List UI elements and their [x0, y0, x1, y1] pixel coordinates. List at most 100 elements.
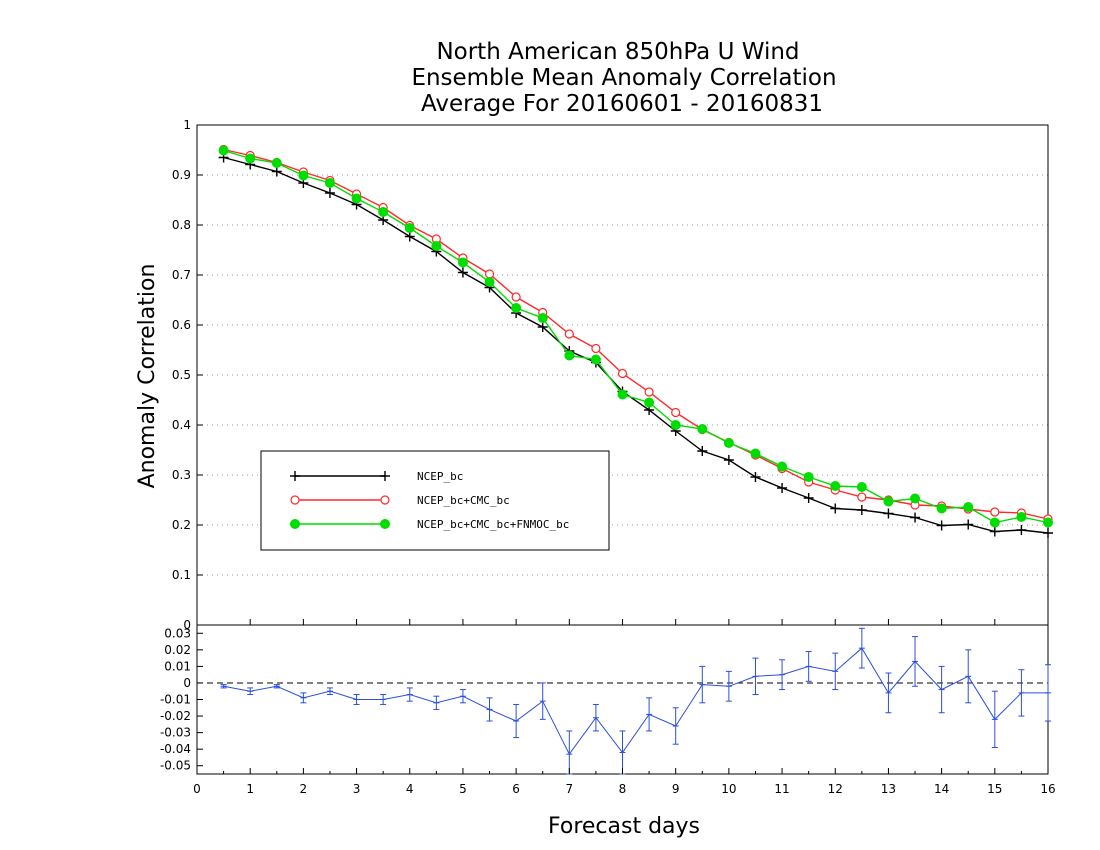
legend-marker [380, 519, 390, 529]
main-y-tick-label: 0.3 [172, 468, 191, 482]
data-point [697, 446, 708, 456]
error-bar [592, 703, 599, 732]
error-bar [1018, 669, 1025, 717]
error-bar [672, 707, 679, 745]
error-bar [779, 659, 786, 691]
data-point [1016, 512, 1027, 522]
data-point [564, 350, 575, 361]
data-point [723, 438, 734, 448]
data-point [457, 257, 468, 268]
data-point [857, 492, 867, 502]
x-axis: 0 1 2 3 4 5 6 7 8 9 10 11 12 13 14 15 16 [193, 619, 1056, 796]
error-bar [539, 682, 546, 720]
x-tick-label: 13 [881, 782, 896, 796]
y-axis-label: Anomaly Correlation [135, 264, 160, 489]
data-point [404, 223, 415, 233]
main-y-tick-label: 0.2 [172, 518, 191, 532]
error-bar [433, 695, 440, 710]
legend-marker [380, 471, 390, 481]
diff-y-tick-label: 0.03 [164, 626, 191, 640]
error-bar [353, 694, 360, 705]
data-point [671, 407, 681, 418]
error-bar [858, 627, 865, 669]
data-point [936, 520, 947, 531]
x-tick-label: 0 [193, 782, 201, 796]
data-point [697, 424, 708, 434]
title-line-2: Ensemble Mean Anomaly Correlation [411, 65, 836, 91]
x-tick-label: 14 [934, 782, 949, 796]
x-tick-label: 12 [828, 782, 843, 796]
legend-label: NCEP_bc+CMC_bc+FNMOC_bc [417, 518, 569, 531]
data-point [990, 507, 1000, 517]
legend-label: NCEP_bc [417, 470, 463, 483]
main-y-tick-label: 0.6 [172, 318, 191, 332]
difference-line [223, 647, 1048, 756]
data-point [564, 329, 574, 339]
data-point [590, 354, 601, 365]
main-axes: 0 0.1 0.2 0.3 0.4 0.5 0.6 0.7 0.8 0.9 1 [172, 118, 1049, 632]
error-bar [885, 672, 892, 714]
data-point [830, 481, 841, 491]
error-bar [220, 684, 227, 689]
error-bar [1045, 664, 1051, 722]
chart-title: North American 850hPa U Wind Ensemble Me… [411, 39, 836, 117]
error-bar [380, 694, 387, 705]
data-point [723, 455, 734, 465]
main-y-tick-label: 0.8 [172, 218, 191, 232]
main-y-tick-label: 0.7 [172, 268, 191, 282]
title-line-3: Average For 20160601 - 20160831 [421, 91, 823, 117]
data-point [883, 508, 894, 519]
diff-y-tick-label: 0.01 [164, 659, 191, 673]
main-y-tick-label: 0.1 [172, 568, 191, 582]
legend-marker [380, 495, 390, 505]
error-bar [699, 665, 706, 704]
error-bar [566, 730, 573, 775]
x-tick-label: 10 [721, 782, 736, 796]
legend-marker [290, 519, 300, 529]
data-point [963, 502, 974, 512]
diff-series [220, 627, 1051, 775]
legend-entry: NCEP_bc [290, 470, 463, 483]
error-bar [247, 687, 254, 696]
data-point [803, 493, 814, 503]
error-bar [513, 703, 520, 739]
data-point [856, 482, 867, 492]
diff-y-tick-label: -0.03 [160, 726, 191, 740]
data-point [910, 512, 921, 523]
data-point [324, 178, 335, 188]
x-tick-label: 1 [246, 782, 254, 796]
x-tick-label: 3 [353, 782, 361, 796]
data-point [644, 397, 655, 408]
error-bar [965, 649, 972, 704]
data-point [324, 188, 335, 198]
data-point [989, 526, 1000, 537]
error-bar [752, 657, 759, 696]
series-2 [218, 145, 1053, 528]
data-point [750, 448, 761, 459]
data-point [298, 170, 309, 181]
data-point [963, 519, 974, 530]
data-point [484, 269, 495, 279]
error-bar [326, 687, 333, 696]
data-point [910, 493, 921, 504]
data-point [750, 472, 761, 482]
diff-y-tick-label: -0.02 [160, 709, 191, 723]
diff-y-tick-label: 0 [183, 676, 191, 690]
error-bar [406, 687, 413, 702]
data-point [644, 387, 654, 397]
error-bar [805, 650, 812, 682]
x-tick-label: 15 [987, 782, 1002, 796]
error-bar [459, 689, 466, 704]
data-point [856, 505, 867, 515]
data-point [936, 503, 947, 514]
data-point [777, 461, 788, 472]
x-tick-label: 6 [512, 782, 520, 796]
error-bar [486, 697, 493, 722]
data-point [591, 343, 601, 354]
data-point [670, 420, 681, 430]
data-point [777, 483, 788, 493]
data-point [537, 313, 548, 323]
data-point [989, 517, 1000, 528]
error-bar [991, 690, 998, 749]
